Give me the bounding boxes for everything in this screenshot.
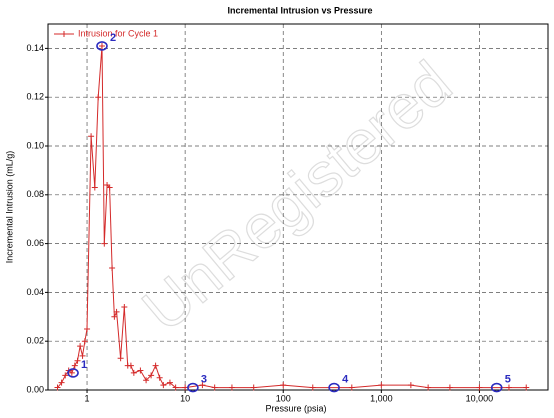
data-point	[68, 369, 75, 376]
y-tick-label: 0.02	[26, 336, 44, 346]
data-point	[109, 265, 116, 271]
annotation-label: 1	[81, 359, 87, 371]
data-point	[121, 304, 128, 311]
data-point	[446, 384, 453, 391]
data-point	[137, 367, 144, 374]
data-point	[95, 94, 102, 101]
data-point	[62, 372, 69, 379]
x-tick-label: 1,000	[370, 393, 393, 403]
y-tick-label: 0.00	[26, 384, 44, 394]
data-point	[250, 384, 257, 391]
x-tick-label: 1	[85, 393, 90, 403]
y-tick-label: 0.04	[26, 287, 44, 297]
data-point	[74, 357, 81, 364]
chart-title: Incremental Intrusion vs Pressure	[227, 5, 372, 15]
data-point	[505, 384, 512, 391]
data-point	[101, 240, 108, 247]
data-point	[228, 384, 235, 391]
data-point	[309, 384, 316, 391]
data-point	[127, 362, 134, 369]
y-tick-label: 0.12	[26, 92, 44, 102]
legend-marker	[61, 31, 67, 37]
data-point	[117, 355, 124, 362]
annotation-circle	[67, 368, 79, 378]
data-point	[156, 374, 163, 381]
data-point	[407, 382, 414, 389]
annotation-label: 4	[342, 373, 349, 385]
x-tick-label: 10	[180, 393, 190, 403]
data-point	[378, 382, 385, 389]
data-point	[166, 379, 173, 386]
y-tick-label: 0.08	[26, 189, 44, 199]
annotation-circle	[490, 382, 503, 393]
data-point	[160, 382, 167, 389]
data-point	[199, 382, 206, 389]
y-tick-label: 0.06	[26, 238, 44, 248]
data-point	[113, 308, 120, 315]
annotation-label: 2	[110, 32, 116, 44]
data-point	[172, 384, 179, 391]
data-point	[476, 384, 483, 391]
data-point	[106, 184, 113, 191]
data-point	[79, 352, 86, 359]
data-point	[111, 313, 118, 320]
annotation-circle	[328, 382, 340, 393]
data-point	[84, 326, 91, 332]
data-point	[91, 184, 98, 191]
annotation-circle	[96, 41, 108, 51]
data-point	[152, 362, 159, 369]
data-point	[523, 384, 530, 391]
y-tick-label: 0.10	[26, 140, 44, 150]
y-axis-label: Incremental Intrusion (mL/g)	[4, 151, 14, 264]
x-axis-label: Pressure (psia)	[265, 403, 326, 413]
data-point	[130, 369, 137, 376]
annotation-circle	[187, 382, 199, 393]
annotation-label: 3	[201, 373, 207, 385]
data-point	[77, 343, 84, 350]
x-tick-label: 100	[276, 393, 291, 403]
data-point	[143, 377, 150, 384]
data-point	[58, 379, 65, 386]
plot-frame	[47, 23, 549, 391]
watermark: UnRegistered	[130, 49, 465, 346]
data-point	[211, 384, 218, 391]
y-tick-label: 0.14	[26, 43, 44, 53]
data-point	[348, 384, 355, 391]
data-point	[88, 133, 95, 140]
legend-label: Intrusion for Cycle 1	[78, 28, 158, 38]
data-point	[81, 338, 88, 345]
annotation-label: 5	[505, 373, 511, 385]
data-point	[54, 384, 61, 391]
data-point	[71, 362, 78, 369]
data-point	[425, 384, 432, 391]
data-point	[280, 382, 287, 389]
data-point	[148, 372, 155, 379]
x-tick-label: 10,000	[466, 393, 494, 403]
data-point	[98, 42, 105, 49]
